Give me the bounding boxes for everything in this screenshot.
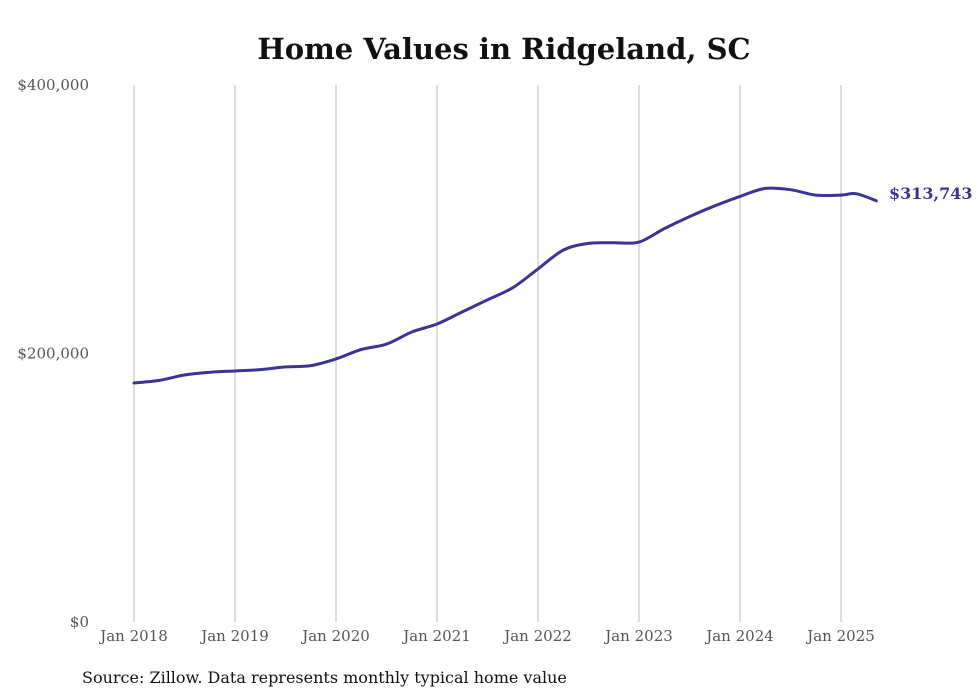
x-tick-label: Jan 2018 <box>98 627 168 645</box>
y-tick-label: $200,000 <box>17 345 89 363</box>
x-tick-label: Jan 2021 <box>401 627 471 645</box>
chart-title: Home Values in Ridgeland, SC <box>257 32 750 66</box>
x-tick-label: Jan 2020 <box>300 627 370 645</box>
x-axis-ticks: Jan 2018 Jan 2019 Jan 2020 Jan 2021 Jan 2022… <box>98 627 875 645</box>
x-tick-label: Jan 2024 <box>704 627 774 645</box>
x-tick-label: Jan 2022 <box>502 627 572 645</box>
y-axis-ticks: $0 $200,000 $400,000 <box>17 76 89 631</box>
x-tick-label: Jan 2025 <box>805 627 875 645</box>
x-tick-label: Jan 2023 <box>603 627 673 645</box>
source-note: Source: Zillow. Data represents monthly … <box>82 668 567 687</box>
latest-value-label: $313,743 <box>889 184 973 203</box>
grid-lines <box>133 85 842 622</box>
y-tick-label: $400,000 <box>17 76 89 94</box>
x-tick-label: Jan 2019 <box>199 627 269 645</box>
home-value-series-line <box>132 186 878 385</box>
y-tick-label: $0 <box>70 613 89 631</box>
